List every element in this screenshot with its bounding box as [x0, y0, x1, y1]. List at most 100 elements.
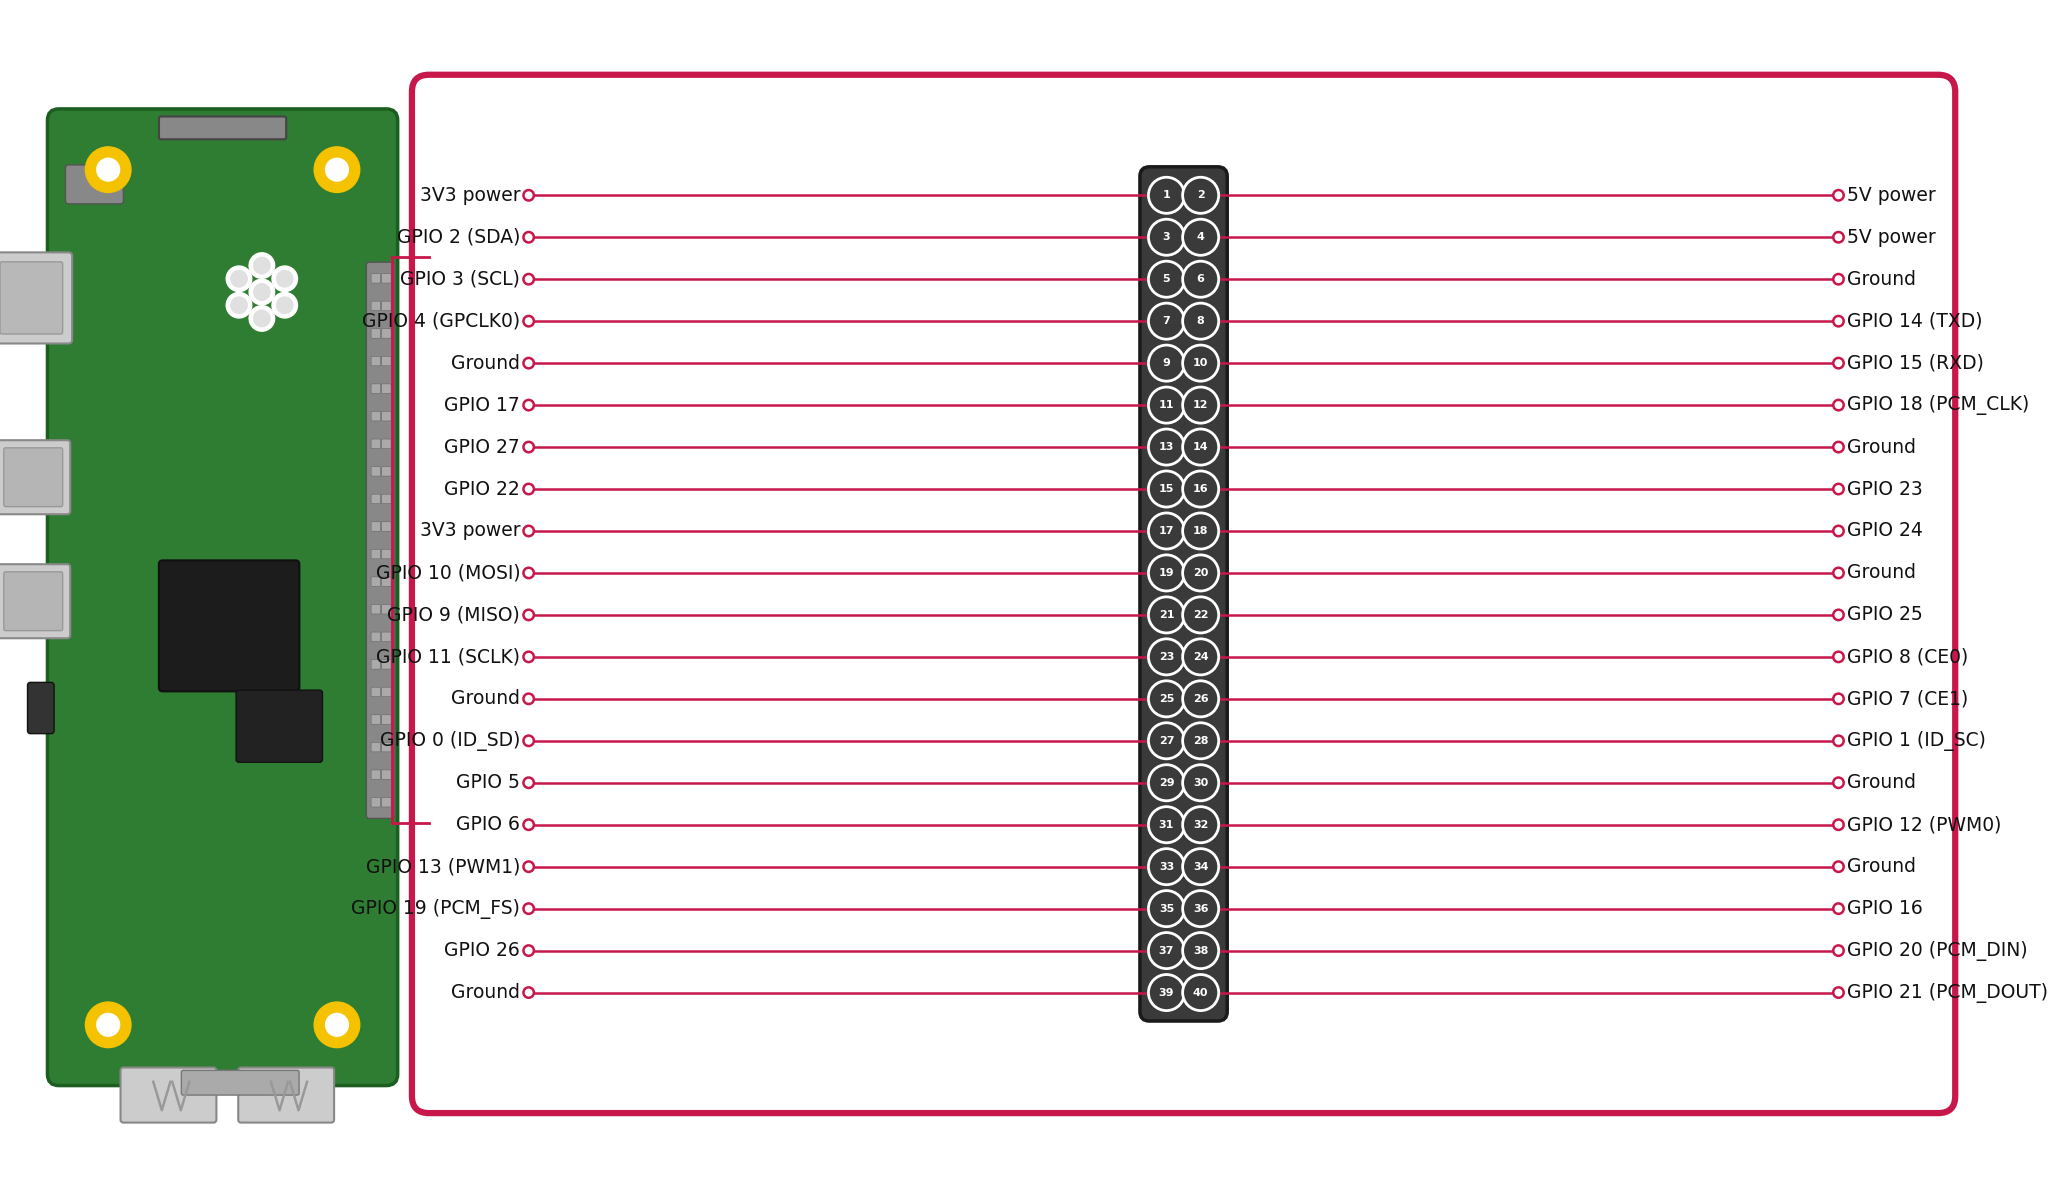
- Text: 32: 32: [1193, 820, 1207, 830]
- Text: 10: 10: [1193, 358, 1207, 369]
- Circle shape: [524, 399, 535, 410]
- Circle shape: [1183, 470, 1218, 507]
- FancyBboxPatch shape: [0, 262, 62, 334]
- FancyBboxPatch shape: [27, 683, 54, 734]
- FancyBboxPatch shape: [4, 572, 62, 630]
- Circle shape: [524, 442, 535, 453]
- Text: GPIO 17: GPIO 17: [444, 396, 520, 415]
- FancyBboxPatch shape: [372, 521, 380, 531]
- Circle shape: [1183, 639, 1218, 675]
- Circle shape: [1833, 777, 1843, 788]
- Circle shape: [1148, 723, 1185, 758]
- FancyBboxPatch shape: [4, 448, 62, 507]
- Text: 2: 2: [1197, 191, 1205, 200]
- Text: GPIO 19 (PCM_FS): GPIO 19 (PCM_FS): [351, 898, 520, 918]
- Circle shape: [254, 257, 270, 274]
- FancyBboxPatch shape: [0, 564, 70, 639]
- Circle shape: [1833, 610, 1843, 620]
- FancyBboxPatch shape: [372, 357, 380, 366]
- Circle shape: [1148, 597, 1185, 633]
- Text: GPIO 18 (PCM_CLK): GPIO 18 (PCM_CLK): [1847, 395, 2029, 415]
- Circle shape: [326, 159, 349, 181]
- Text: GPIO 24: GPIO 24: [1847, 521, 1924, 540]
- Text: Ground: Ground: [452, 353, 520, 372]
- Circle shape: [1183, 764, 1218, 801]
- FancyBboxPatch shape: [382, 550, 390, 559]
- FancyBboxPatch shape: [235, 690, 322, 762]
- Text: 20: 20: [1193, 568, 1207, 578]
- Circle shape: [524, 483, 535, 494]
- FancyBboxPatch shape: [372, 328, 380, 338]
- Circle shape: [1833, 316, 1843, 326]
- Text: 24: 24: [1193, 652, 1207, 662]
- Text: GPIO 7 (CE1): GPIO 7 (CE1): [1847, 690, 1969, 709]
- Circle shape: [1833, 526, 1843, 536]
- Circle shape: [1833, 442, 1843, 453]
- Text: GPIO 6: GPIO 6: [456, 815, 520, 834]
- Text: 5: 5: [1162, 274, 1170, 284]
- Circle shape: [1148, 807, 1185, 843]
- FancyBboxPatch shape: [372, 660, 380, 670]
- Text: GPIO 27: GPIO 27: [444, 437, 520, 456]
- Text: 23: 23: [1158, 652, 1174, 662]
- Text: 12: 12: [1193, 401, 1207, 410]
- FancyBboxPatch shape: [0, 440, 70, 514]
- Circle shape: [272, 267, 297, 292]
- Circle shape: [1148, 891, 1185, 927]
- FancyBboxPatch shape: [382, 494, 390, 504]
- Circle shape: [1183, 303, 1218, 339]
- Circle shape: [250, 306, 275, 331]
- Text: 14: 14: [1193, 442, 1207, 451]
- Circle shape: [524, 736, 535, 747]
- Circle shape: [1148, 345, 1185, 382]
- Circle shape: [524, 232, 535, 243]
- Circle shape: [1183, 261, 1218, 297]
- Circle shape: [1183, 555, 1218, 591]
- Circle shape: [1833, 652, 1843, 662]
- FancyBboxPatch shape: [372, 384, 380, 393]
- Text: 16: 16: [1193, 483, 1207, 494]
- Circle shape: [250, 252, 275, 278]
- FancyBboxPatch shape: [382, 301, 390, 310]
- FancyBboxPatch shape: [237, 1068, 334, 1122]
- Circle shape: [1833, 946, 1843, 956]
- Text: Ground: Ground: [452, 984, 520, 1003]
- Text: 26: 26: [1193, 694, 1207, 704]
- Circle shape: [227, 293, 252, 318]
- Text: 18: 18: [1193, 526, 1207, 536]
- FancyBboxPatch shape: [382, 357, 390, 366]
- Circle shape: [1148, 933, 1185, 968]
- Circle shape: [1833, 190, 1843, 200]
- Circle shape: [1148, 764, 1185, 801]
- Circle shape: [524, 610, 535, 620]
- Circle shape: [524, 526, 535, 536]
- FancyBboxPatch shape: [382, 632, 390, 641]
- Circle shape: [254, 310, 270, 327]
- Text: Ground: Ground: [1847, 437, 1915, 456]
- Text: 27: 27: [1158, 736, 1174, 745]
- Circle shape: [1148, 219, 1185, 255]
- Text: GPIO 0 (ID_SD): GPIO 0 (ID_SD): [380, 731, 520, 751]
- Text: GPIO 12 (PWM0): GPIO 12 (PWM0): [1847, 815, 2002, 834]
- Text: 34: 34: [1193, 861, 1207, 872]
- FancyBboxPatch shape: [382, 660, 390, 670]
- Circle shape: [1833, 568, 1843, 578]
- Circle shape: [1148, 848, 1185, 885]
- Circle shape: [1148, 429, 1185, 465]
- Text: 8: 8: [1197, 316, 1205, 326]
- Circle shape: [1148, 681, 1185, 717]
- Text: 17: 17: [1158, 526, 1174, 536]
- Text: 3V3 power: 3V3 power: [419, 521, 520, 540]
- FancyBboxPatch shape: [372, 632, 380, 641]
- Circle shape: [1833, 358, 1843, 369]
- Circle shape: [254, 283, 270, 300]
- Text: Ground: Ground: [1847, 270, 1915, 289]
- FancyBboxPatch shape: [66, 165, 124, 204]
- Circle shape: [524, 316, 535, 326]
- Text: Ground: Ground: [452, 690, 520, 709]
- FancyBboxPatch shape: [382, 467, 390, 476]
- FancyBboxPatch shape: [47, 109, 398, 1085]
- FancyBboxPatch shape: [372, 274, 380, 283]
- FancyBboxPatch shape: [372, 411, 380, 421]
- Circle shape: [1148, 178, 1185, 213]
